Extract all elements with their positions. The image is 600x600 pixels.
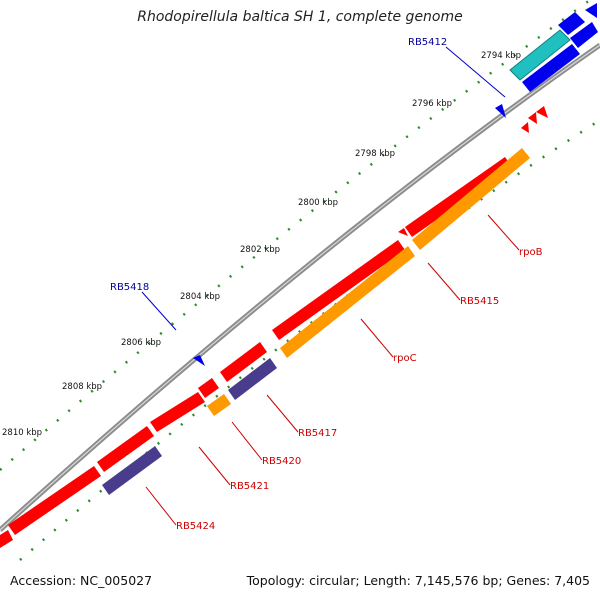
outer-strand-genes [0, 3, 598, 548]
scale-label-2794: 2794 kbp [481, 51, 521, 61]
gene-red-outer-5[interactable] [150, 392, 205, 432]
gene-label-RB5418[interactable]: RB5418 [110, 282, 149, 293]
gene-rpoB[interactable] [412, 148, 530, 250]
gene-red-outer-7[interactable] [8, 466, 101, 535]
leader-RB5412 [445, 46, 506, 98]
genome-stats-text: Topology: circular; Length: 7,145,576 bp… [246, 573, 590, 588]
leader-rpoB [487, 214, 520, 251]
gene-red-outer-3[interactable] [220, 342, 267, 382]
leader-RB5417 [266, 394, 299, 433]
gene-red-outer-2[interactable] [272, 240, 405, 340]
gene-red-outer-1[interactable] [405, 157, 512, 237]
gene-label-RB5415[interactable]: RB5415 [460, 296, 499, 307]
gene-label-RB5412[interactable]: RB5412 [408, 37, 447, 48]
gene-red-small-d[interactable] [536, 106, 548, 118]
gene-red-small-a[interactable] [398, 228, 408, 236]
gene-blue-top-1[interactable] [558, 12, 585, 35]
accession-text: Accession: NC_005027 [10, 573, 153, 588]
gene-label-rpoB[interactable]: rpoB [519, 247, 543, 258]
leader-RB5421 [198, 446, 231, 486]
gene-RB5417[interactable] [228, 358, 277, 400]
gene-red-outer-4[interactable] [198, 378, 219, 398]
gene-RB5424[interactable] [102, 446, 162, 495]
gene-label-RB5421[interactable]: RB5421 [230, 481, 269, 492]
outer-tick-ring [0, 0, 591, 471]
leader-RB5420 [231, 421, 263, 461]
gene-red-outer-8[interactable] [0, 530, 13, 548]
gene-RB5412-block[interactable] [509, 29, 571, 81]
scale-label-2800: 2800 kbp [298, 198, 338, 208]
map-title: Rhodopirellula baltica SH 1, complete ge… [137, 9, 463, 25]
scale-label-2802: 2802 kbp [240, 245, 280, 255]
gene-label-rpoC[interactable]: rpoC [393, 353, 417, 364]
gene-blue-top-3[interactable] [522, 44, 580, 92]
gene-red-small-c[interactable] [528, 112, 537, 124]
genome-backbone [0, 42, 600, 532]
scale-label-2806: 2806 kbp [121, 338, 161, 348]
leader-RB5424 [145, 486, 177, 526]
scale-label-2796: 2796 kbp [412, 99, 452, 109]
label-leader-lines [141, 46, 520, 526]
gene-blue-top-2[interactable] [570, 22, 598, 48]
gene-red-outer-6[interactable] [97, 426, 154, 472]
inner-strand-genes [102, 148, 530, 495]
gene-RB5420[interactable] [207, 394, 231, 416]
gene-RB5418-arrow[interactable] [193, 355, 205, 366]
leader-rpoC [360, 318, 394, 358]
gene-label-RB5420[interactable]: RB5420 [262, 456, 301, 467]
inner-tick-ring [19, 118, 600, 561]
gene-blue-arrow-top[interactable] [585, 3, 597, 18]
gene-label-RB5417[interactable]: RB5417 [298, 428, 337, 439]
scale-label-2804: 2804 kbp [180, 292, 220, 302]
gene-red-small-b[interactable] [521, 122, 529, 133]
gene-rpoC[interactable] [280, 246, 415, 358]
scale-label-2810: 2810 kbp [2, 428, 42, 438]
gene-label-RB5424[interactable]: RB5424 [176, 521, 215, 532]
leader-RB5418 [141, 291, 177, 331]
scale-label-2808: 2808 kbp [62, 382, 102, 392]
leader-RB5415 [427, 262, 461, 301]
gene-labels: RB5412 RB5418 rpoB RB5415 rpoC RB5417 RB… [110, 37, 543, 532]
gene-blue-small[interactable] [495, 104, 506, 118]
scale-labels: 2794 kbp 2796 kbp 2798 kbp 2800 kbp 2802… [2, 51, 521, 438]
scale-label-2798: 2798 kbp [355, 149, 395, 159]
